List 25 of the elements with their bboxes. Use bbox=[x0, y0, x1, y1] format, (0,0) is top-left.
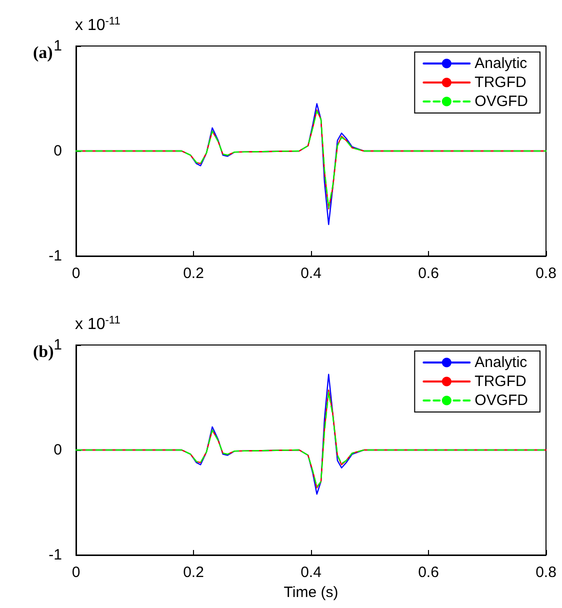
legend-label: Analytic bbox=[474, 55, 528, 72]
legend-label: TRGFD bbox=[474, 373, 526, 390]
y-tick-label: -1 bbox=[48, 546, 62, 564]
legend-label: OVGFD bbox=[474, 392, 528, 409]
text: (a) bbox=[33, 43, 53, 62]
x-tick-label: 0.8 bbox=[536, 265, 556, 282]
y-tick-label: 0 bbox=[54, 142, 62, 160]
x-tick-label: 0.4 bbox=[300, 265, 322, 282]
legend-label: TRGFD bbox=[474, 74, 526, 91]
x-tick-label: 0.6 bbox=[418, 265, 439, 282]
x-tick-label: 0.4 bbox=[300, 564, 322, 581]
x-tick-label: 0.8 bbox=[536, 564, 556, 581]
x-axis-title: Time (s) bbox=[284, 584, 338, 601]
x-tick-label: 0.2 bbox=[183, 265, 204, 282]
x-tick-label: 0 bbox=[72, 564, 80, 581]
x-tick-label: 0.2 bbox=[183, 564, 204, 581]
text: (b) bbox=[33, 342, 54, 361]
y-tick-label: -1 bbox=[48, 248, 62, 264]
legend-label: Analytic bbox=[474, 354, 528, 371]
x-tick-label: 0.6 bbox=[418, 564, 439, 581]
y-tick-label: 1 bbox=[54, 38, 62, 54]
x-tick-label: 0 bbox=[72, 265, 80, 282]
y-tick-label: 0 bbox=[54, 442, 62, 458]
legend-label: OVGFD bbox=[474, 93, 528, 110]
y-tick-label: 1 bbox=[54, 336, 62, 354]
